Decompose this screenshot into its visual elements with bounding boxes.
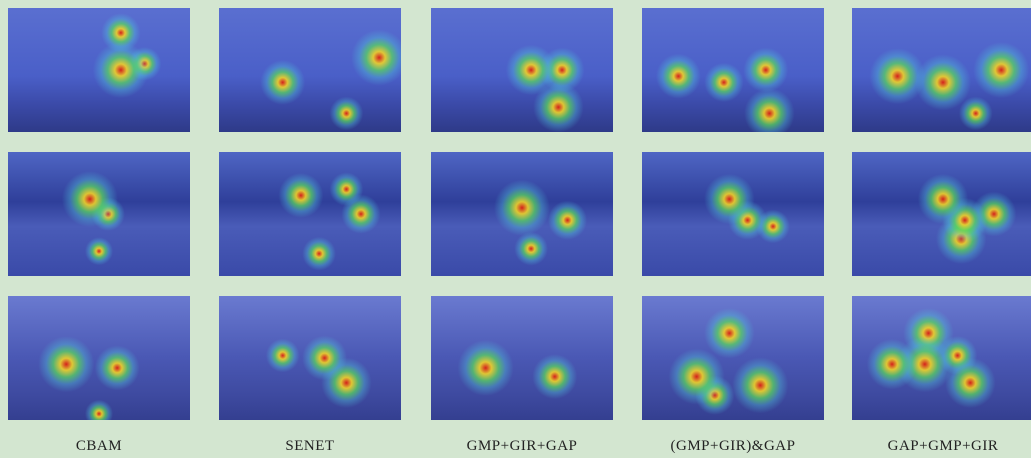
heatmap-image (852, 296, 1031, 420)
heatmap-image (8, 8, 190, 132)
heatmap-image (219, 152, 401, 276)
heatmap-image (642, 296, 824, 420)
heatmap-image (219, 8, 401, 132)
heatmap-image (642, 8, 824, 132)
heatmap-image (431, 152, 613, 276)
column-label: GMP+GIR+GAP (431, 438, 613, 455)
heatmap-image (642, 152, 824, 276)
column-label: SENET (219, 438, 401, 455)
column-label: CBAM (8, 438, 190, 455)
figure: CBAM SENET GMP+GIR+GAP (GMP+GIR)&GAP GAP+GMP… (0, 0, 1031, 458)
column-label: (GMP+GIR)&GAP (642, 438, 824, 455)
heatmap-image (852, 8, 1031, 132)
heatmap-image (852, 152, 1031, 276)
heatmap-image (431, 296, 613, 420)
heatmap-image (431, 8, 613, 132)
heatmap-image (8, 152, 190, 276)
heatmap-image (8, 296, 190, 420)
heatmap-image (219, 296, 401, 420)
column-label: GAP+GMP+GIR (852, 438, 1031, 455)
